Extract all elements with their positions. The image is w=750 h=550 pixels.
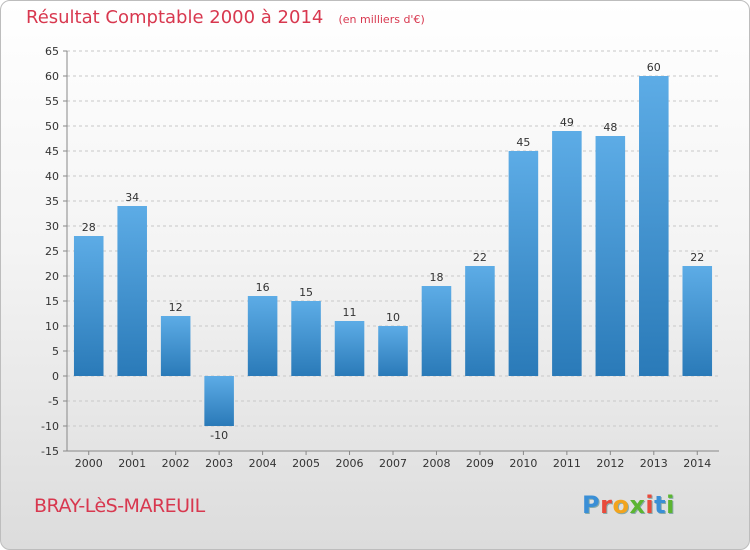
bar [117,206,147,376]
bar [73,236,104,376]
x-tick-label: 2002 [162,457,190,470]
data-label: 49 [560,116,574,129]
data-label: 22 [690,251,704,264]
chart-title: Résultat Comptable 2000 à 2014 [26,7,324,28]
title-row: Résultat Comptable 2000 à 2014 (en milli… [26,7,425,28]
bar [247,296,278,376]
y-tick-label: 0 [52,370,59,383]
x-tick-label: 2005 [292,457,320,470]
bar [508,151,539,376]
y-tick-label: 25 [45,245,59,258]
y-tick-label: 55 [45,95,59,108]
bars [73,76,713,426]
x-tick-label: 2008 [422,457,450,470]
y-tick-label: -15 [41,445,59,458]
data-label: 11 [343,306,357,319]
chart-subtitle: (en milliers d'€) [338,13,425,26]
bar [682,266,713,376]
y-tick-label: 5 [52,345,59,358]
x-tick-label: 2010 [509,457,537,470]
bar [639,76,669,376]
data-label: 34 [125,191,139,204]
y-tick-label: 35 [45,195,59,208]
x-tick-label: 2001 [118,457,146,470]
bar [421,286,452,376]
y-tick-label: 30 [45,220,59,233]
data-labels: 28 34 12 -10 16 15 11 10 18 22 45 49 48 60 22 [82,61,705,442]
bar [595,136,626,376]
bar [204,376,234,426]
data-label: 10 [386,311,400,324]
x-tick-label: 2003 [205,457,233,470]
y-tick-label: 50 [45,120,59,133]
y-tick-label: 65 [45,45,59,58]
commune-name: BRAY-LèS-MAREUIL [34,495,205,517]
data-label: 12 [169,301,183,314]
bar [291,301,321,376]
y-tick-label: 10 [45,320,59,333]
x-tick-label: 2009 [466,457,494,470]
x-tick-label: 2004 [249,457,277,470]
data-label: -10 [210,429,228,442]
bar [465,266,495,376]
proxiti-logo: Proxiti [582,491,675,519]
data-label: 48 [603,121,617,134]
data-label: 15 [299,286,313,299]
data-label: 16 [256,281,270,294]
y-tick-label: 45 [45,145,59,158]
data-label: 60 [647,61,661,74]
x-tick-label: 2014 [683,457,711,470]
x-tick-label: 2006 [336,457,364,470]
data-label: 18 [429,271,443,284]
data-label: 28 [82,221,96,234]
x-tick-label: 2000 [75,457,103,470]
data-label: 22 [473,251,487,264]
bar [552,131,582,376]
y-tick-label: -5 [48,395,59,408]
x-tick-label: 2012 [596,457,624,470]
y-tick-label: 60 [45,70,59,83]
y-tick-label: 40 [45,170,59,183]
bar [378,326,408,376]
x-tick-label: 2013 [640,457,668,470]
bar [160,316,191,376]
y-tick-label: 20 [45,270,59,283]
bar [334,321,365,376]
x-tick-label: 2007 [379,457,407,470]
data-label: 45 [516,136,530,149]
y-tick-label: -10 [41,420,59,433]
y-tick-label: 15 [45,295,59,308]
x-tick-label: 2011 [553,457,581,470]
axes: -15 -10 -5 0 5 10 15 20 25 30 35 40 45 50 55 60 65 2000 20… [41,45,719,470]
